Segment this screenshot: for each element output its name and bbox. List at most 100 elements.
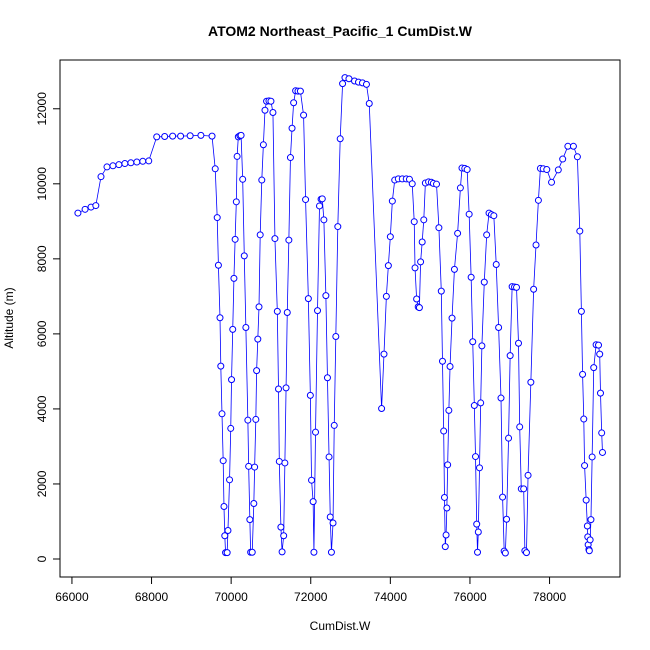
data-point	[269, 109, 277, 117]
data-point	[314, 307, 322, 315]
data-point	[228, 376, 236, 384]
x-tick-label: 76000	[453, 590, 487, 604]
x-tick-label: 68000	[135, 590, 169, 604]
data-point	[309, 498, 317, 506]
data-point	[516, 423, 524, 431]
data-point	[586, 536, 594, 544]
data-point	[596, 389, 604, 397]
data-point	[280, 532, 288, 540]
data-point	[497, 394, 505, 402]
data-point	[365, 100, 373, 108]
y-tick-label: 2000	[35, 470, 49, 497]
data-point	[474, 528, 482, 536]
data-point	[252, 415, 260, 423]
data-point	[443, 504, 451, 512]
data-point	[327, 548, 335, 556]
data-point	[329, 519, 337, 527]
data-point	[492, 260, 500, 268]
data-point	[448, 314, 456, 322]
data-point	[378, 405, 386, 413]
data-point	[81, 205, 89, 213]
data-point	[524, 471, 532, 479]
data-point	[217, 362, 225, 370]
data-point	[281, 459, 289, 467]
data-point	[441, 543, 449, 551]
data-point	[103, 163, 111, 171]
data-point	[216, 314, 224, 322]
data-point	[476, 464, 484, 472]
data-point	[582, 496, 590, 504]
data-point	[384, 262, 392, 270]
data-point	[208, 132, 216, 140]
data-point	[520, 485, 528, 493]
data-point	[213, 214, 221, 222]
data-point	[573, 153, 581, 161]
data-point	[240, 252, 248, 260]
data-point	[285, 236, 293, 244]
data-point	[467, 273, 475, 281]
data-point	[472, 453, 480, 461]
data-point	[248, 548, 256, 556]
data-point	[515, 339, 523, 347]
data-point	[473, 520, 481, 528]
data-point	[325, 453, 333, 461]
data-point	[503, 515, 511, 523]
data-point	[304, 295, 312, 303]
data-point	[595, 341, 603, 349]
data-point	[413, 295, 421, 303]
data-point	[388, 197, 396, 205]
data-point	[583, 522, 591, 530]
y-axis-label: Altitude (m)	[2, 287, 16, 348]
data-point	[490, 212, 498, 220]
data-point	[277, 523, 285, 531]
data-point	[74, 209, 82, 217]
data-point	[477, 399, 485, 407]
x-tick-label: 72000	[294, 590, 328, 604]
data-point	[532, 241, 540, 249]
data-point	[543, 166, 551, 174]
data-point	[527, 378, 535, 386]
data-point	[587, 516, 595, 524]
data-point	[316, 202, 324, 210]
data-point	[598, 429, 606, 437]
data-point	[548, 178, 556, 186]
x-axis-label: CumDist.W	[310, 619, 371, 633]
data-point	[326, 513, 334, 521]
data-point	[554, 166, 562, 174]
data-point	[258, 176, 266, 184]
data-point	[219, 457, 227, 465]
data-point	[440, 427, 448, 435]
y-tick-label: 0	[35, 555, 49, 562]
data-point	[242, 324, 250, 332]
data-point	[450, 265, 458, 273]
data-point	[230, 274, 238, 282]
data-point	[590, 364, 598, 372]
data-point	[278, 548, 286, 556]
data-point	[585, 547, 593, 555]
data-point	[483, 231, 491, 239]
data-point	[306, 391, 314, 399]
data-point	[469, 338, 477, 346]
data-point	[223, 549, 231, 557]
data-point	[336, 135, 344, 143]
data-point	[97, 173, 105, 181]
y-tick-label: 4000	[35, 395, 49, 422]
data-point	[530, 285, 538, 293]
data-point	[161, 133, 169, 141]
data-point	[271, 235, 279, 243]
data-point	[169, 132, 177, 140]
data-point	[283, 308, 291, 316]
data-point	[253, 367, 261, 375]
data-point	[323, 374, 331, 382]
data-point	[415, 304, 423, 312]
x-tick-label: 70000	[214, 590, 248, 604]
data-point	[410, 218, 418, 226]
data-point	[499, 493, 507, 501]
data-point	[318, 195, 326, 203]
data-point	[576, 227, 584, 235]
data-point	[261, 106, 269, 114]
data-point	[153, 133, 161, 141]
data-point	[115, 161, 123, 169]
data-point	[286, 154, 294, 162]
data-point	[444, 461, 452, 469]
